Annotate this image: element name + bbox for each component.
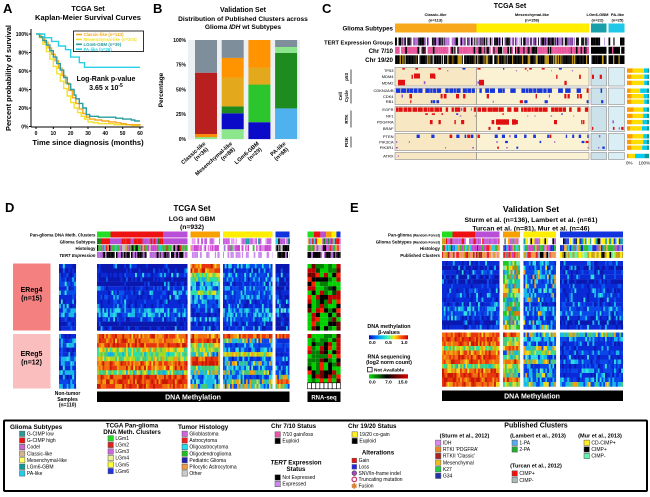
svg-text:p53: p53	[344, 72, 349, 80]
svg-text:EReg5: EReg5	[21, 351, 43, 358]
svg-text:Classic-like: Classic-like	[424, 12, 447, 17]
svg-text:Non-tumor: Non-tumor	[55, 391, 81, 397]
svg-text:EReg4: EReg4	[21, 287, 43, 294]
svg-text:Pan-glioma DNA Meth. Clusters: Pan-glioma DNA Meth. Clusters	[30, 233, 96, 238]
svg-text:Glioma IDH wt Subtypes: Glioma IDH wt Subtypes	[205, 24, 282, 31]
svg-text:ATRX: ATRX	[383, 154, 394, 159]
svg-text:PIK3R1: PIK3R1	[380, 145, 395, 150]
svg-text:20: 20	[68, 131, 74, 137]
svg-text:Histology: Histology	[75, 246, 96, 251]
svg-text:Glioma Subtypes (Random Forest: Glioma Subtypes (Random Forest)	[376, 239, 440, 244]
svg-text:TCGA Set: TCGA Set	[494, 3, 527, 10]
svg-text:Kaplan-Meier Survival Curves: Kaplan-Meier Survival Curves	[35, 13, 141, 22]
svg-text:Percentage: Percentage	[158, 72, 165, 107]
svg-text:LGG and GBM: LGG and GBM	[169, 216, 216, 223]
svg-text:60%: 60%	[18, 69, 29, 75]
svg-text:80%: 80%	[18, 50, 29, 56]
svg-text:Histology: Histology	[420, 246, 441, 251]
svg-text:EGFR: EGFR	[382, 107, 393, 112]
svg-text:100%: 100%	[638, 161, 650, 166]
svg-text:PI3K: PI3K	[344, 136, 349, 147]
svg-text:Cell: Cell	[338, 92, 343, 100]
svg-text:CDK4: CDK4	[383, 94, 394, 99]
svg-text:BRAF: BRAF	[383, 126, 394, 131]
svg-text:30: 30	[85, 131, 91, 137]
svg-text:B: B	[153, 1, 162, 16]
svg-text:PIK3CA: PIK3CA	[379, 140, 394, 145]
svg-text:MDM2: MDM2	[382, 80, 395, 85]
svg-text:D: D	[5, 200, 14, 215]
svg-text:Percent probability of surviva: Percent probability of survival	[4, 25, 13, 131]
svg-text:MDM4: MDM4	[382, 74, 395, 79]
svg-text:(n=110): (n=110)	[59, 403, 77, 409]
svg-text:TERT Expression: TERT Expression	[59, 253, 96, 258]
svg-text:25%: 25%	[176, 112, 187, 118]
svg-text:50%: 50%	[176, 87, 187, 93]
svg-text:40%: 40%	[18, 87, 29, 93]
svg-text:(n=158): (n=158)	[525, 18, 540, 23]
svg-text:DNA Methylation: DNA Methylation	[165, 394, 221, 401]
svg-text:(n=22): (n=22)	[592, 18, 605, 23]
svg-text:Pan-glioma (Random Forest): Pan-glioma (Random Forest)	[388, 233, 440, 238]
svg-text:Turcan et al. (n=81), Mur et a: Turcan et al. (n=81), Mur et al. (n=46)	[472, 225, 589, 232]
svg-text:Glioma Subtypes: Glioma Subtypes	[342, 26, 393, 33]
svg-text:Glioma Subtypes: Glioma Subtypes	[60, 239, 96, 244]
svg-text:Cycle: Cycle	[344, 90, 349, 103]
svg-text:RTK: RTK	[344, 114, 349, 124]
svg-text:Chr 7/10: Chr 7/10	[369, 48, 394, 55]
svg-text:LGm6-GBM (n=39): LGm6-GBM (n=39)	[84, 42, 122, 47]
svg-text:NF1: NF1	[386, 113, 394, 118]
svg-text:PA-like: PA-like	[611, 12, 625, 17]
svg-text:100%: 100%	[173, 38, 186, 44]
svg-text:0%: 0%	[179, 137, 187, 143]
svg-text:(n=12): (n=12)	[21, 360, 42, 367]
svg-text:PA-like (n=26): PA-like (n=26)	[84, 47, 113, 52]
svg-text:LGm6-GBM: LGm6-GBM	[587, 12, 610, 17]
svg-text:(n=113): (n=113)	[429, 18, 444, 23]
svg-text:20%: 20%	[18, 106, 29, 112]
svg-text:A: A	[3, 1, 13, 16]
svg-text:E: E	[350, 200, 359, 215]
svg-text:RB1: RB1	[386, 99, 395, 104]
svg-text:CDKN2A/B: CDKN2A/B	[373, 88, 393, 93]
svg-text:Validation Set: Validation Set	[503, 204, 559, 214]
svg-text:0%: 0%	[21, 124, 29, 130]
svg-text:Mesenchymal-like: Mesenchymal-like	[515, 12, 550, 17]
svg-text:Sturm et al. (n=136), Lambert: Sturm et al. (n=136), Lambert et al. (n=…	[465, 217, 598, 224]
svg-text:60: 60	[137, 131, 143, 137]
svg-text:Samples: Samples	[57, 397, 78, 403]
svg-text:TCGA Set: TCGA Set	[173, 204, 210, 213]
svg-text:Published Clusters: Published Clusters	[400, 253, 440, 258]
svg-text:PTEN: PTEN	[383, 134, 394, 139]
svg-text:(n=15): (n=15)	[21, 296, 42, 303]
svg-text:TERT Expression Groups: TERT Expression Groups	[324, 41, 393, 47]
svg-text:TP53: TP53	[384, 68, 394, 73]
svg-text:Mesenchymal-like (n=204): Mesenchymal-like (n=204)	[84, 37, 138, 42]
svg-text:3.65 x 10-5: 3.65 x 10-5	[89, 83, 123, 92]
svg-text:C: C	[322, 1, 332, 16]
svg-text:0%: 0%	[626, 161, 633, 166]
svg-text:Time since diagnosis (months): Time since diagnosis (months)	[32, 138, 144, 147]
svg-text:75%: 75%	[176, 63, 187, 69]
svg-text:Chr 19/20: Chr 19/20	[365, 57, 393, 64]
svg-text:TCGA Set: TCGA Set	[71, 4, 105, 13]
svg-text:(n=25): (n=25)	[612, 18, 625, 23]
svg-text:Classic-like (n=143): Classic-like (n=143)	[84, 32, 125, 37]
svg-text:50: 50	[120, 131, 126, 137]
svg-text:PDGFRA: PDGFRA	[377, 120, 394, 125]
svg-text:Log-Rank p-value: Log-Rank p-value	[77, 76, 136, 83]
svg-text:Distribution of Published Clus: Distribution of Published Clusters acros…	[178, 16, 308, 23]
svg-text:0: 0	[35, 131, 38, 137]
svg-text:100%: 100%	[16, 32, 29, 38]
svg-text:Validation Set: Validation Set	[220, 7, 267, 14]
svg-text:(n=932): (n=932)	[180, 224, 204, 231]
svg-text:40: 40	[103, 131, 109, 137]
svg-text:RNA-seq: RNA-seq	[311, 395, 337, 401]
svg-text:10: 10	[51, 131, 57, 137]
